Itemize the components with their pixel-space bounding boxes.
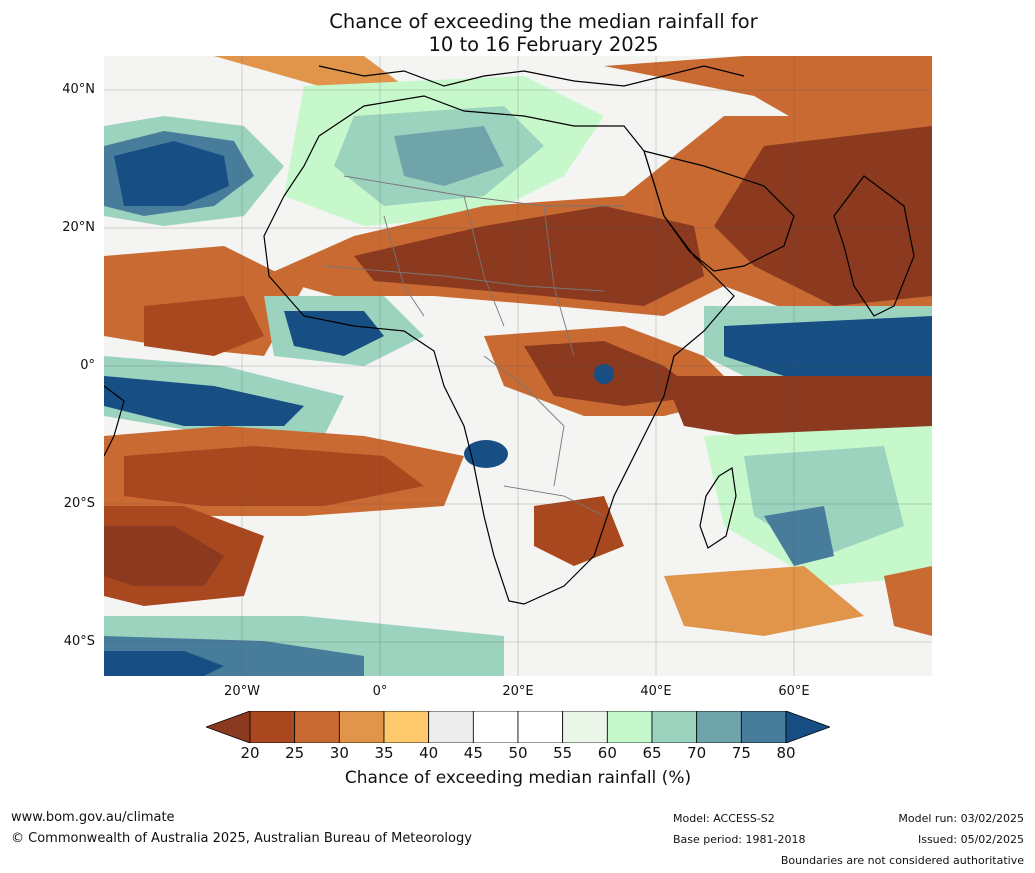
colorbar-tick-label: 25: [285, 744, 305, 762]
rainfall-map-svg: [104, 56, 932, 676]
colorbar-tick-label: 70: [687, 744, 707, 762]
lon-label-60e: 60°E: [778, 684, 810, 699]
colorbar-segment: [740, 711, 787, 743]
colorbar-segment: [294, 711, 340, 743]
colorbar-segment: [606, 711, 653, 743]
colorbar-label: Chance of exceeding median rainfall (%): [344, 768, 692, 788]
colorbar-tick-label: 65: [642, 744, 662, 762]
graticule: [104, 56, 932, 676]
lon-label-40e: 40°E: [640, 684, 672, 699]
lon-label-20e: 20°E: [502, 684, 534, 699]
map-title: Chance of exceeding the median rainfall …: [0, 10, 1035, 56]
lat-label-40n: 40°N: [62, 82, 95, 97]
colorbar-segment: [338, 711, 385, 743]
lat-label-20s: 20°S: [63, 496, 95, 511]
colorbar-tick-label: 55: [553, 744, 573, 762]
colorbar-tick-label: 50: [508, 744, 528, 762]
colorbar-tick-label: 80: [776, 744, 796, 762]
model-run: Model run: 03/02/2025: [898, 812, 1024, 825]
colorbar-under-triangle: [206, 711, 251, 743]
model-name: Model: ACCESS-S2: [673, 812, 775, 825]
colorbar-tick-label: 60: [597, 744, 617, 762]
lon-label-20w: 20°W: [224, 684, 260, 699]
lat-label-20n: 20°N: [62, 220, 95, 235]
title-line-2: 10 to 16 February 2025: [428, 33, 659, 56]
lat-label-40s: 40°S: [63, 634, 95, 649]
rainfall-map: [104, 56, 932, 676]
colorbar-tick-label: 20: [240, 744, 260, 762]
colorbar-segment: [383, 711, 430, 743]
colorbar-tick-label: 75: [731, 744, 751, 762]
colorbar-over-triangle: [785, 711, 830, 743]
colorbar-segment: [696, 711, 742, 743]
website-link[interactable]: www.bom.gov.au/climate: [11, 810, 175, 825]
title-line-1: Chance of exceeding the median rainfall …: [329, 10, 758, 33]
colorbar-tick-label: 45: [463, 744, 483, 762]
copyright: © Commonwealth of Australia 2025, Austra…: [11, 831, 472, 846]
colorbar-tick-label: 40: [419, 744, 439, 762]
colorbar: [206, 711, 830, 743]
lon-label-0: 0°: [372, 684, 388, 699]
probability-shading: [104, 56, 932, 676]
colorbar-tick-label: 35: [374, 744, 394, 762]
issued-date: Issued: 05/02/2025: [917, 833, 1024, 846]
base-period: Base period: 1981-2018: [673, 833, 806, 846]
colorbar-tick-label: 30: [329, 744, 349, 762]
colorbar-segment: [428, 711, 474, 743]
colorbar-segment: [517, 711, 564, 743]
colorbar-segment: [472, 711, 519, 743]
country-borders: [323, 175, 624, 517]
boundaries-disclaimer: Boundaries are not considered authoritat…: [780, 854, 1024, 867]
lat-label-equator: 0°: [80, 358, 95, 373]
colorbar-segment: [249, 711, 296, 743]
colorbar-segment: [562, 711, 608, 743]
colorbar-segment: [651, 711, 698, 743]
coastlines: [104, 65, 915, 605]
